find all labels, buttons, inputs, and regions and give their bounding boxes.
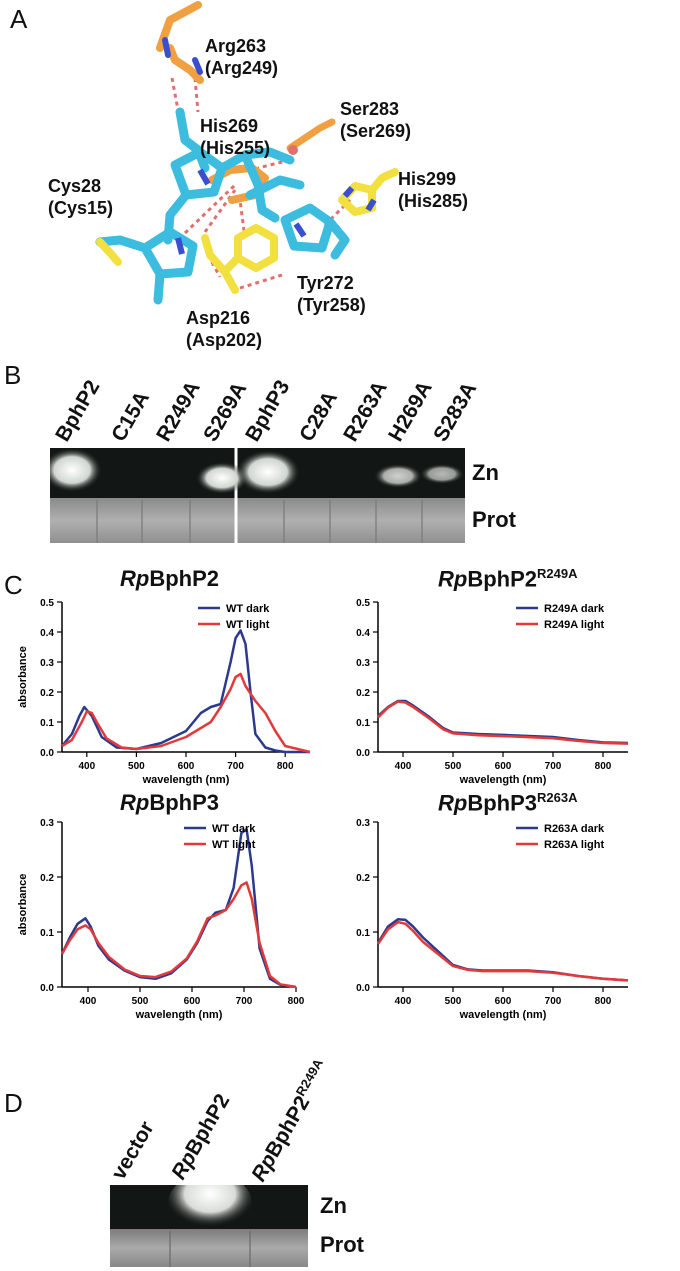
x-tick-label: 600 <box>178 761 195 772</box>
gel-d-lane-label-rpbphp2-r249a: RpBphP2R249A <box>247 1056 326 1186</box>
x-axis-label: wavelength (nm) <box>459 774 547 786</box>
y-tick-label: 0.3 <box>356 658 370 669</box>
y-tick-label: 0.0 <box>40 983 54 994</box>
x-tick-label: 800 <box>277 761 294 772</box>
x-tick-label: 500 <box>445 996 462 1007</box>
x-tick-label: 700 <box>545 996 562 1007</box>
legend-label: R249A light <box>544 619 604 631</box>
panel-label-b: B <box>4 360 22 390</box>
y-tick-label: 0.1 <box>356 718 370 729</box>
series-line <box>376 920 629 982</box>
chart-title-rpbphp3-r263a: RpBphP3R263A <box>438 790 578 816</box>
x-tick-label: 500 <box>445 761 462 772</box>
lane-label: C28A <box>295 387 342 446</box>
y-tick-label: 0.5 <box>356 598 370 609</box>
series-line <box>377 700 629 745</box>
residue-label-his299: His299 (His285) <box>398 169 469 211</box>
x-axis-label: wavelength (nm) <box>459 1009 547 1021</box>
legend-label: R263A light <box>544 839 604 851</box>
x-tick-label: 700 <box>545 761 562 772</box>
residue-label-tyr272: Tyr272 (Tyr258) <box>297 273 366 315</box>
x-tick-label: 600 <box>184 996 201 1007</box>
x-tick-label: 400 <box>78 761 95 772</box>
lane-label: R249A <box>152 377 205 446</box>
gel-b-zn-label: Zn <box>472 460 499 485</box>
chart-title-rpbphp3: RpBphP3 <box>120 790 220 815</box>
y-tick-label: 0.0 <box>40 748 54 759</box>
x-tick-label: 400 <box>395 761 412 772</box>
y-tick-label: 0.3 <box>356 818 370 829</box>
x-tick-label: 800 <box>595 761 612 772</box>
y-tick-label: 0.2 <box>40 873 54 884</box>
gel-d-lane-label-rpbphp2: RpBphP2 <box>167 1090 235 1184</box>
legend-label: WT dark <box>212 823 256 835</box>
x-tick-label: 700 <box>236 996 253 1007</box>
chart-rpbphp2: 0.0 0.1 0.2 0.3 0.4 0.5 400 500 600 700 800 wavelen… <box>17 598 311 786</box>
series-line <box>60 881 297 989</box>
lane-label: C15A <box>107 387 154 446</box>
y-axis-label: absorbance <box>17 646 29 708</box>
y-tick-label: 0.2 <box>356 688 370 699</box>
residue-label-asp216: Asp216 (Asp202) <box>186 308 263 350</box>
x-tick-label: 500 <box>132 996 149 1007</box>
chart-rpbphp2-r249a: 0.0 0.1 0.2 0.3 0.4 0.5 400 500 600 700 800 wavelen… <box>356 598 629 786</box>
gel-d-prot-label: Prot <box>320 1232 364 1257</box>
x-tick-label: 600 <box>495 996 512 1007</box>
y-tick-label: 0.4 <box>40 628 54 639</box>
y-tick-label: 0.5 <box>40 598 54 609</box>
legend-label: WT dark <box>226 603 270 615</box>
chart-title-rpbphp2-r249a: RpBphP2R249A <box>438 566 578 592</box>
y-tick-label: 0.2 <box>356 873 370 884</box>
panel-label-d: D <box>4 1088 23 1118</box>
chart-rpbphp3: 0.0 0.1 0.2 0.3 400 500 600 700 800 wavelength (n… <box>17 818 305 1021</box>
chart-rpbphp3-r263a: 0.0 0.1 0.2 0.3 400 500 600 700 800 wavelength (n… <box>356 818 629 1021</box>
y-tick-label: 0.1 <box>356 928 370 939</box>
legend-label: WT light <box>212 839 256 851</box>
lane-label: H269A <box>384 377 437 446</box>
y-tick-label: 0.3 <box>40 658 54 669</box>
x-tick-label: 400 <box>80 996 97 1007</box>
chromophore-structure <box>95 1 399 305</box>
y-axis-label: absorbance <box>17 874 29 936</box>
residue-label-his269: His269 (His255) <box>200 116 271 158</box>
y-tick-label: 0.2 <box>40 688 54 699</box>
panel-label-c: C <box>4 570 23 600</box>
legend-label: WT light <box>226 619 270 631</box>
y-tick-label: 0.0 <box>356 983 370 994</box>
x-tick-label: 700 <box>227 761 244 772</box>
residue-label-arg263: Arg263 (Arg249) <box>205 36 279 78</box>
residue-label-ser283: Ser283 (Ser269) <box>340 99 412 141</box>
gel-b-prot-label: Prot <box>472 507 516 532</box>
series-line <box>61 672 311 754</box>
zn-band <box>168 1185 252 1233</box>
x-tick-label: 500 <box>128 761 145 772</box>
gel-d-lane-label-vector: vector <box>107 1117 159 1184</box>
x-tick-label: 400 <box>395 996 412 1007</box>
legend-label: R263A dark <box>544 823 605 835</box>
lane-label: R263A <box>339 377 392 446</box>
x-tick-label: 600 <box>495 761 512 772</box>
x-axis-label: wavelength (nm) <box>142 774 230 786</box>
residue-label-cys28: Cys28 (Cys15) <box>48 176 114 218</box>
lane-label: BphP2 <box>51 376 105 446</box>
y-tick-label: 0.4 <box>356 628 370 639</box>
zn-band <box>50 448 464 494</box>
legend-label: R249A dark <box>544 603 605 615</box>
gel-b-image <box>50 448 465 543</box>
y-tick-label: 0.0 <box>356 748 370 759</box>
lane-label: BphP3 <box>241 376 295 446</box>
y-tick-label: 0.1 <box>40 928 54 939</box>
gel-d-zn-label: Zn <box>320 1193 347 1218</box>
y-tick-label: 0.3 <box>40 818 54 829</box>
gel-d-image <box>110 1185 308 1267</box>
x-axis-label: wavelength (nm) <box>135 1009 223 1021</box>
panel-label-a: A <box>10 4 28 34</box>
x-tick-label: 800 <box>288 996 305 1007</box>
chart-title-rpbphp2: RpBphP2 <box>120 566 220 591</box>
x-tick-label: 800 <box>595 996 612 1007</box>
y-tick-label: 0.1 <box>40 718 54 729</box>
